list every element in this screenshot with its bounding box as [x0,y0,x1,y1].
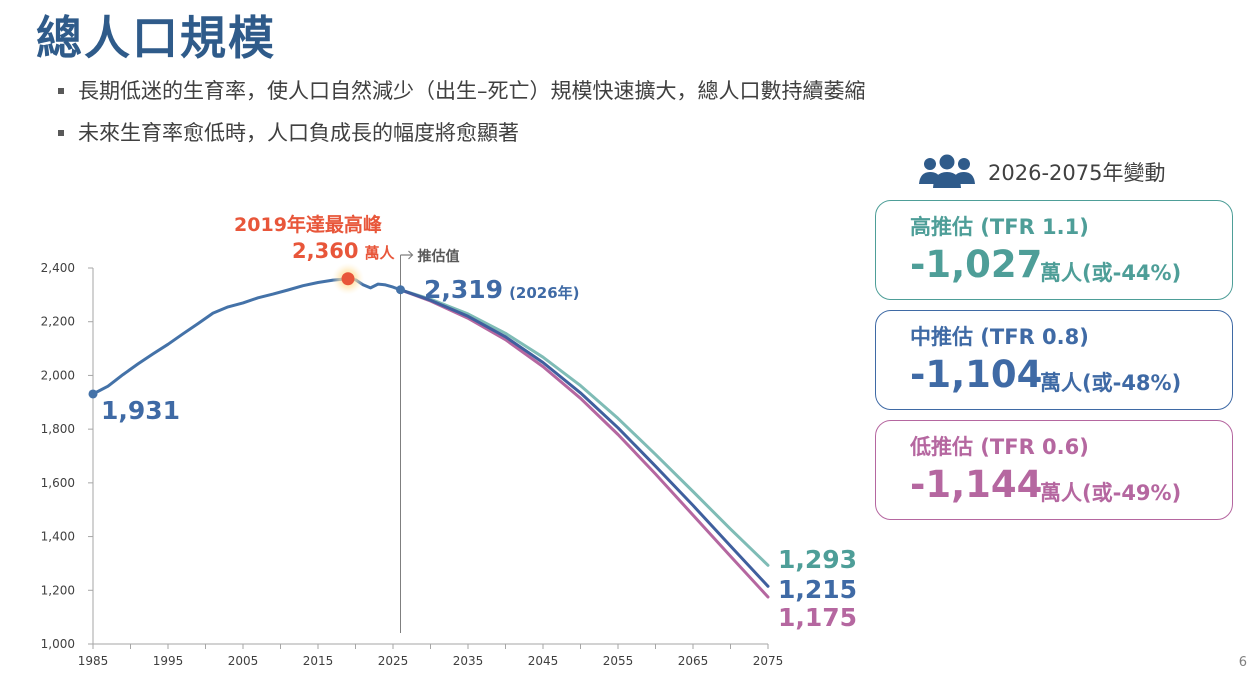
projection-label: 推估值 [418,248,460,265]
peak-point [341,272,355,286]
y-tick-label: 1,400 [41,530,75,544]
start-point [88,389,98,399]
y-tick-label: 1,600 [41,476,75,490]
end-value-label-2-part: 1,175 [778,603,857,632]
x-tick-label: 2075 [753,654,784,668]
y-tick-label: 1,800 [41,422,75,436]
panel-heading-text: 2026-2075年變動 [988,161,1166,185]
card-value: -1,027 [910,243,1043,286]
page-title: 總人口規模 [36,11,276,65]
projection-arrow [400,250,414,260]
y-tick-label: 2,400 [41,261,75,275]
bullet-item: 未來生育率愈低時，人口負成長的幅度將愈顯著 [58,116,866,158]
end-value-label-1: 1,215中推估 [778,575,860,604]
people-group-icon [919,154,975,188]
historical-line [91,277,402,396]
peak-value-label-part: 萬人 [364,244,395,262]
end-value-label-0-part: 1,293 [778,545,857,574]
x-tick-label: 2055 [603,654,634,668]
x-tick-label: 2015 [303,654,334,668]
card-unit: 萬人(或-49%) [1040,481,1182,505]
card-unit: 萬人(或-48%) [1040,371,1182,395]
peak-value-label: 2,360 萬人 [292,239,395,263]
peak-value-label-part: 2,360 [292,239,358,263]
projection-line-0 [399,288,770,567]
page-number: 6 [1238,655,1247,670]
x-tick-label: 2025 [378,654,409,668]
current-point [396,285,405,295]
y-tick-label: 2,200 [41,315,75,329]
card-label: 低推估 (TFR 0.6) [910,435,1089,459]
y-tick-label: 2,000 [41,368,75,382]
end-value-label-0: 1,293高推估 [778,545,860,574]
x-tick-label: 1995 [153,654,184,668]
card-label: 中推估 (TFR 0.8) [910,325,1089,349]
current-value-label: 2,319 (2026年) [424,275,580,304]
card-value: -1,104 [910,353,1043,396]
x-tick-label: 2035 [453,654,484,668]
projection-line-1 [399,288,770,588]
projection-line-2 [399,288,770,599]
population-line-chart: 1,000 1,200 1,400 1,600 1,800 2,000 2,200 2,400… [41,213,860,668]
start-value-label: 1,931 [101,396,180,425]
panel-heading: 2026-2075年變動 [918,150,1165,194]
end-value-label-1-part: 1,215 [778,575,857,604]
medium-projection-card: 中推估 (TFR 0.8) -1,104 萬人(或-48%) [875,310,1233,410]
low-projection-card: 低推估 (TFR 0.6) -1,144 萬人(或-49%) [875,420,1233,520]
current-value-label-part: (2026年) [509,284,579,302]
bullet-list: 長期低迷的生育率，使人口自然減少（出生–死亡）規模快速擴大，總人口數持續萎縮 未… [58,74,866,158]
x-tick-label: 2065 [678,654,709,668]
current-value-label-part: 2,319 [424,275,503,304]
end-value-label-2: 1,175低推估 [778,603,860,632]
card-label: 高推估 (TFR 1.1) [910,215,1089,239]
y-tick-label: 1,000 [41,637,75,651]
high-projection-card: 高推估 (TFR 1.1) -1,027 萬人(或-44%) [875,200,1233,300]
card-unit: 萬人(或-44%) [1040,261,1182,285]
x-tick-label: 2045 [528,654,559,668]
y-tick-label: 1,200 [41,583,75,597]
card-value: -1,144 [910,463,1043,506]
x-tick-label: 1985 [78,654,109,668]
bullet-item: 長期低迷的生育率，使人口自然減少（出生–死亡）規模快速擴大，總人口數持續萎縮 [58,74,866,116]
x-tick-label: 2005 [228,654,259,668]
peak-title-label: 2019年達最高峰 [234,213,383,236]
